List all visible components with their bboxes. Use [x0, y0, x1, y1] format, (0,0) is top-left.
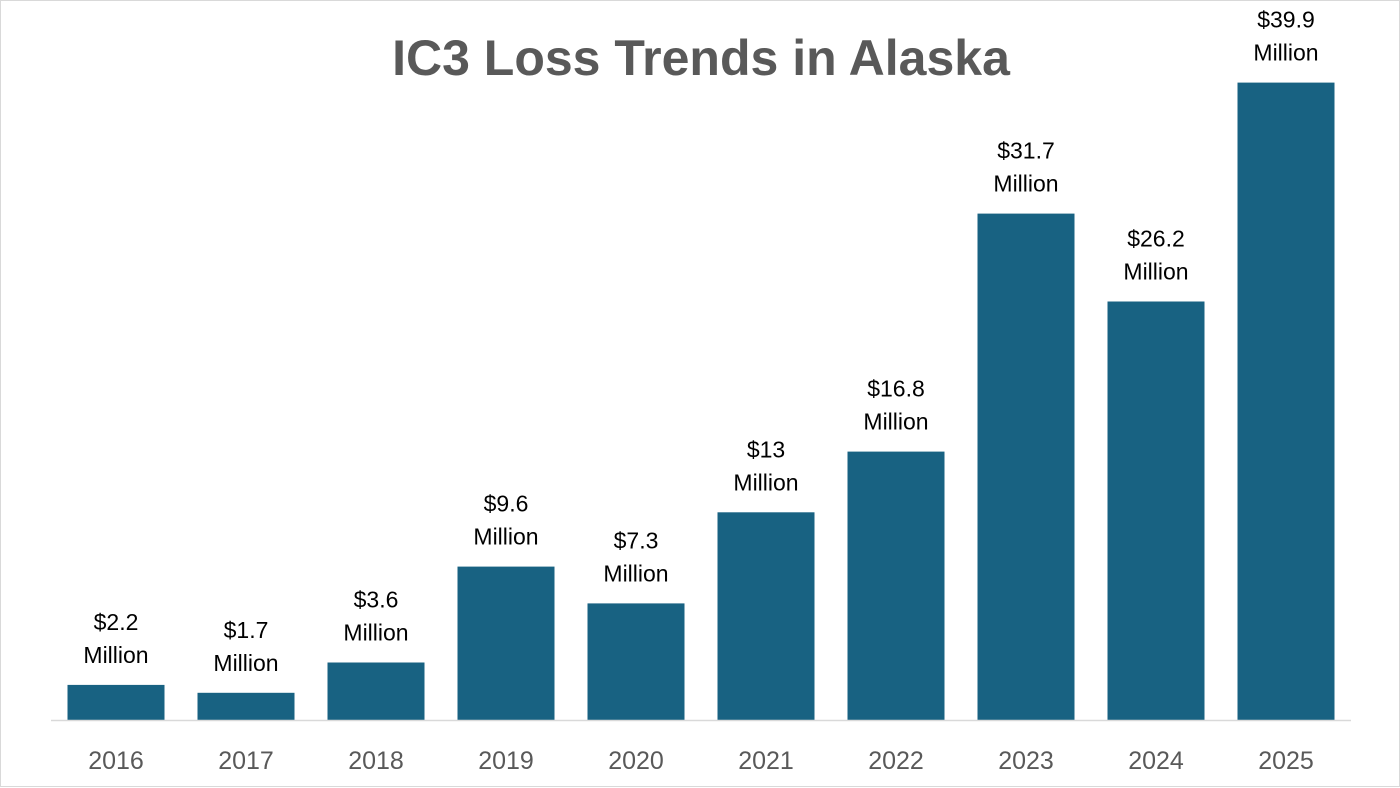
x-tick-label: 2025	[1258, 747, 1314, 775]
bar-2025	[1237, 82, 1335, 721]
bars-group	[67, 82, 1335, 721]
data-label-value: $26.2	[1127, 226, 1185, 252]
data-label-value: $31.7	[997, 138, 1055, 164]
bar-2017	[197, 692, 295, 720]
x-tick-label: 2016	[88, 747, 144, 775]
bar-2023	[977, 213, 1075, 720]
data-label-unit: Million	[83, 642, 148, 668]
bar-2020	[587, 603, 685, 720]
data-label-unit: Million	[213, 650, 278, 676]
bar-2021	[717, 512, 815, 720]
data-label-unit: Million	[603, 560, 668, 586]
x-tick-labels: 2016 2017 2018 2019 2020 2021 2022 2023 2024 2025	[88, 747, 1314, 775]
bar-2019	[457, 566, 555, 720]
x-tick-label: 2020	[608, 747, 664, 775]
bar-2018	[327, 662, 425, 720]
chart-title: IC3 Loss Trends in Alaska	[392, 30, 1010, 86]
x-tick-label: 2019	[478, 747, 534, 775]
x-tick-label: 2023	[998, 747, 1054, 775]
bar-2022	[847, 451, 945, 720]
x-tick-label: 2018	[348, 747, 404, 775]
data-label-value: $16.8	[867, 376, 925, 402]
data-label-value: $2.2	[94, 609, 139, 635]
x-tick-label: 2017	[218, 747, 274, 775]
data-label-unit: Million	[1123, 259, 1188, 285]
data-label-value: $9.6	[484, 491, 529, 517]
bar-2024	[1107, 301, 1205, 720]
data-label-value: $3.6	[354, 587, 399, 613]
data-label-value: $39.9	[1257, 7, 1315, 33]
data-label-value: $13	[747, 436, 785, 462]
data-label-unit: Million	[1253, 40, 1318, 66]
data-label-value: $7.3	[614, 527, 659, 553]
x-tick-label: 2024	[1128, 747, 1184, 775]
data-label-unit: Million	[993, 171, 1058, 197]
data-label-unit: Million	[863, 409, 928, 435]
data-label-unit: Million	[343, 620, 408, 646]
data-label-value: $1.7	[224, 617, 269, 643]
data-label-unit: Million	[473, 524, 538, 550]
x-tick-label: 2021	[738, 747, 794, 775]
data-labels: $2.2 Million $1.7 Million $3.6 Million $9.6 Mil…	[83, 7, 1318, 676]
x-tick-label: 2022	[868, 747, 924, 775]
data-label-unit: Million	[733, 469, 798, 495]
bar-2016	[67, 684, 165, 720]
